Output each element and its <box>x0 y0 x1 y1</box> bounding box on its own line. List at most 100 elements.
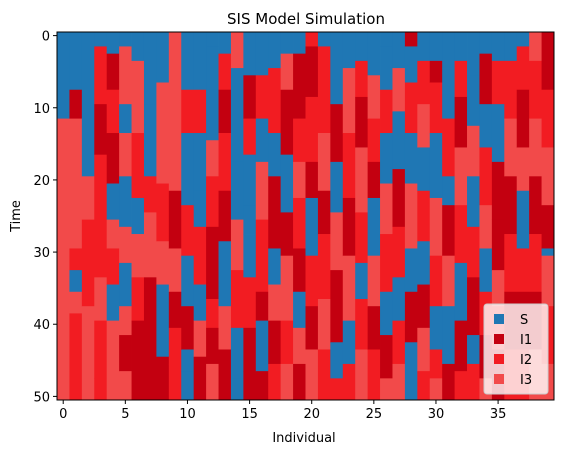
cell-ind5-t27 <box>119 226 132 264</box>
cell-ind15-t0 <box>243 32 257 76</box>
cell-ind11-t45 <box>193 356 207 401</box>
cell-ind29-t4 <box>417 60 431 105</box>
cell-ind7-t34 <box>143 277 157 350</box>
cell-ind30-t31 <box>429 255 443 307</box>
cell-ind5-t10 <box>119 104 132 134</box>
cell-ind22-t33 <box>330 270 344 343</box>
cell-ind9-t30 <box>168 248 182 293</box>
cell-ind14-t5 <box>230 68 244 119</box>
cell-ind19-t41 <box>293 327 306 365</box>
cell-ind5-t14 <box>119 133 132 177</box>
cell-ind19-t0 <box>293 32 306 55</box>
cell-ind17-t35 <box>268 284 282 322</box>
cell-ind37-t0 <box>516 32 530 47</box>
cell-ind5-t2 <box>119 46 132 105</box>
cell-ind32-t9 <box>454 96 468 148</box>
cell-ind37-t30 <box>516 248 530 293</box>
cell-ind25-t44 <box>367 349 381 401</box>
cell-ind30-t48 <box>429 378 443 401</box>
cell-ind36-t20 <box>504 176 518 235</box>
cell-ind31-t20 <box>442 176 455 206</box>
cell-ind28-t43 <box>404 342 418 401</box>
cell-ind28-t36 <box>404 291 418 343</box>
cell-ind22-t25 <box>330 212 344 271</box>
cell-ind29-t16 <box>417 147 431 192</box>
cell-ind11-t0 <box>193 32 207 91</box>
cell-ind11-t14 <box>193 133 207 192</box>
cell-ind20-t18 <box>305 161 319 199</box>
cell-ind13-t38 <box>218 306 232 350</box>
y-tick-label: 20 <box>33 174 50 189</box>
legend-box <box>483 303 549 395</box>
cell-ind34-t30 <box>479 248 493 293</box>
cell-ind8-t45 <box>156 356 170 401</box>
cell-ind23-t0 <box>342 32 356 69</box>
cell-ind39-t31 <box>541 255 555 307</box>
cell-ind11-t27 <box>193 226 207 285</box>
cell-ind24-t25 <box>355 212 369 264</box>
cell-ind10-t8 <box>181 89 195 134</box>
y-tick-label: 30 <box>33 246 50 261</box>
cell-ind12-t8 <box>206 89 219 141</box>
legend-swatch-s <box>494 314 504 324</box>
cell-ind21-t37 <box>317 298 331 350</box>
cell-ind12-t27 <box>206 226 219 300</box>
cell-ind37-t8 <box>516 89 530 148</box>
cell-ind12-t0 <box>206 32 219 47</box>
cell-ind28-t14 <box>404 133 418 184</box>
cell-ind7-t25 <box>143 212 157 278</box>
cell-ind14-t26 <box>230 219 244 271</box>
cell-ind26-t8 <box>380 89 393 134</box>
cell-ind32-t47 <box>454 371 468 401</box>
cell-ind25-t23 <box>367 197 381 257</box>
chart-title: SIS Model Simulation <box>227 10 385 28</box>
cell-ind20-t23 <box>305 197 319 257</box>
cell-ind23-t5 <box>342 68 356 134</box>
cell-ind11-t8 <box>193 89 207 134</box>
cell-ind34-t24 <box>479 205 493 249</box>
cell-ind9-t46 <box>168 363 182 401</box>
cell-ind13-t0 <box>218 32 232 55</box>
cell-ind30-t14 <box>429 133 443 199</box>
cell-ind25-t31 <box>367 255 381 307</box>
cell-ind34-t10 <box>479 104 493 148</box>
cell-ind8-t29 <box>156 241 170 285</box>
legend-label-s: S <box>520 313 528 328</box>
cell-ind27-t11 <box>392 111 406 170</box>
plot-frame <box>56 31 555 401</box>
cell-ind7-t10 <box>143 104 157 177</box>
cell-ind19-t46 <box>293 363 306 401</box>
cell-ind28-t7 <box>404 82 418 134</box>
cell-ind6-t0 <box>131 32 145 62</box>
cell-ind23-t23 <box>342 197 356 257</box>
cell-ind24-t4 <box>355 60 369 98</box>
cell-ind3-t10 <box>94 104 108 156</box>
cell-ind8-t35 <box>156 284 170 358</box>
cell-ind38-t12 <box>529 118 542 177</box>
cell-ind27-t19 <box>392 169 406 228</box>
legend-label-i1: I1 <box>520 333 532 348</box>
cell-ind29-t0 <box>417 32 431 62</box>
legend-swatch-i2 <box>494 354 504 364</box>
cell-ind31-t24 <box>442 205 455 257</box>
cell-ind39-t16 <box>541 147 555 206</box>
cell-ind13-t3 <box>218 53 232 91</box>
cell-ind12-t46 <box>206 363 219 401</box>
cell-ind3-t0 <box>94 32 108 47</box>
cell-ind15-t28 <box>243 234 257 278</box>
cell-ind21-t28 <box>317 234 331 300</box>
cell-ind26-t21 <box>380 183 393 235</box>
cell-ind38-t20 <box>529 176 542 235</box>
cell-ind15-t17 <box>243 154 257 206</box>
cell-ind7-t44 <box>143 349 157 401</box>
x-tick-label: 5 <box>121 407 129 422</box>
cell-ind26-t28 <box>380 234 393 293</box>
cell-ind20-t38 <box>305 306 319 350</box>
cell-ind17-t30 <box>268 248 282 285</box>
cell-ind37-t2 <box>516 46 530 91</box>
cell-ind20-t2 <box>305 46 319 98</box>
cell-ind8-t0 <box>156 32 170 83</box>
cell-ind1-t39 <box>69 313 83 401</box>
cell-ind33-t0 <box>467 32 480 76</box>
cell-ind15-t41 <box>243 327 257 372</box>
